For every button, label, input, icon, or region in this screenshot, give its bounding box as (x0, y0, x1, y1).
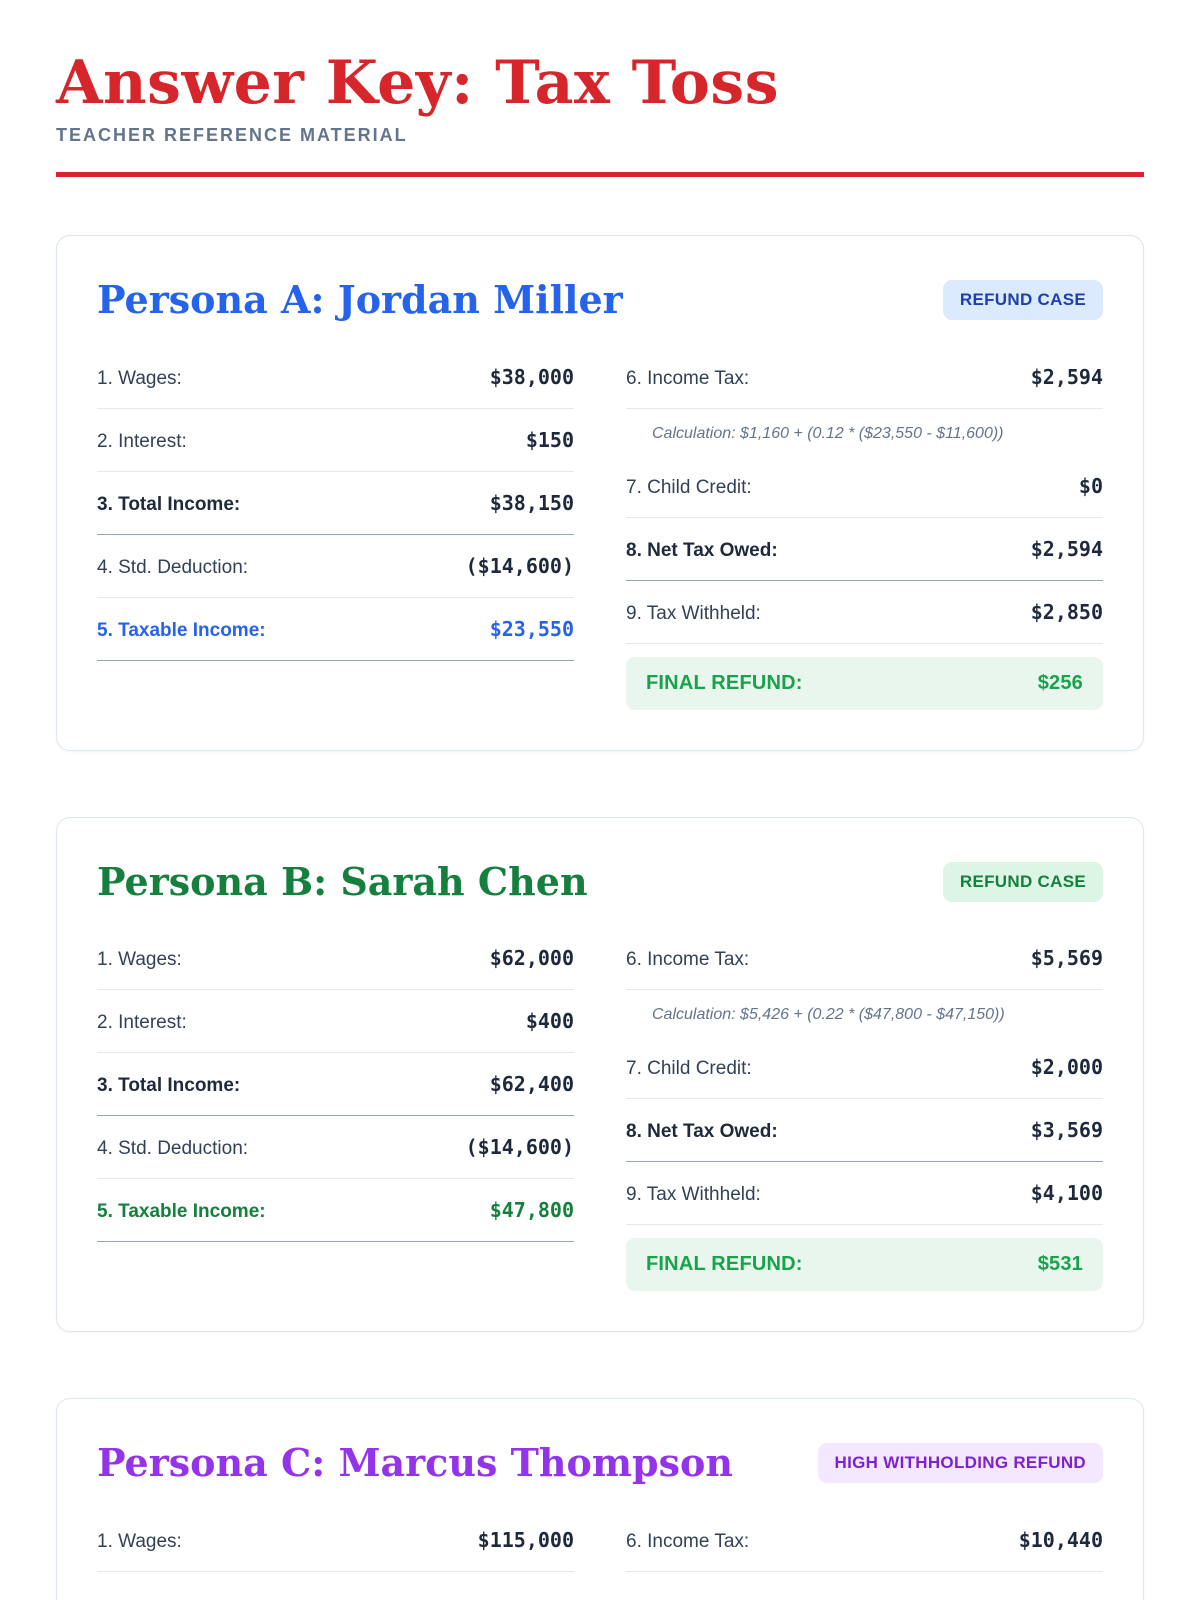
line-item-value: $38,150 (489, 490, 574, 515)
page-header: Answer Key: Tax Toss TEACHER REFERENCE M… (56, 52, 1144, 177)
line-item-label: 3. Total Income: (97, 493, 241, 515)
persona-b-title: Persona B: Sarah Chen (97, 858, 588, 904)
line-item-tax-withheld: 9. Tax Withheld: $4,100 (626, 1162, 1103, 1226)
persona-c-right-column: 6. Income Tax: $10,440 (626, 1509, 1103, 1573)
final-refund-row: FINAL REFUND: $531 (626, 1238, 1103, 1292)
line-item-value: ($14,600) (465, 553, 574, 578)
line-item-value: $0 (1078, 473, 1103, 498)
persona-c-title: Persona C: Marcus Thompson (97, 1440, 733, 1486)
line-item-income-tax: 6. Income Tax: $2,594 (626, 346, 1103, 409)
line-item-value: $2,594 (1030, 364, 1103, 389)
line-item-label: 5. Taxable Income: (97, 619, 266, 641)
line-item-wages: 1. Wages: $115,000 (97, 1509, 574, 1573)
persona-b-case-badge: REFUND CASE (942, 861, 1103, 902)
line-item-label: 2. Interest: (97, 1012, 187, 1034)
line-item-value: $2,594 (1030, 536, 1103, 561)
line-item-value: $2,850 (1030, 599, 1103, 624)
line-item-std-deduction: 4. Std. Deduction: ($14,600) (97, 535, 574, 598)
line-item-label: 5. Taxable Income: (97, 1201, 266, 1223)
line-item-label: 1. Wages: (97, 367, 182, 389)
line-item-label: 6. Income Tax: (626, 949, 750, 971)
line-item-taxable-income: 5. Taxable Income: $23,550 (97, 598, 574, 661)
line-item-value: $400 (525, 1009, 574, 1034)
line-item-value: $150 (525, 427, 574, 452)
line-item-value: $4,100 (1030, 1181, 1103, 1206)
line-item-value: $115,000 (477, 1528, 574, 1553)
line-item-label: 1. Wages: (97, 1531, 182, 1553)
line-item-child-credit: 7. Child Credit: $2,000 (626, 1036, 1103, 1100)
page-subtitle: TEACHER REFERENCE MATERIAL (56, 125, 408, 145)
line-item-wages: 1. Wages: $38,000 (97, 346, 574, 409)
line-item-std-deduction: 4. Std. Deduction: ($14,600) (97, 1116, 574, 1180)
line-item-value: $23,550 (489, 616, 574, 641)
line-item-tax-withheld: 9. Tax Withheld: $2,850 (626, 581, 1103, 644)
persona-b-left-column: 1. Wages: $62,000 2. Interest: $400 3. T… (97, 927, 574, 1243)
persona-b-card: Persona B: Sarah Chen REFUND CASE 1. Wag… (56, 816, 1144, 1333)
line-item-value: ($14,600) (465, 1135, 574, 1160)
line-item-value: $3,569 (1030, 1118, 1103, 1143)
final-refund-value: $531 (1037, 1253, 1083, 1276)
line-item-income-tax: 6. Income Tax: $5,569 (626, 927, 1103, 991)
persona-c-grid: 1. Wages: $115,000 6. Income Tax: $10,44… (97, 1509, 1103, 1573)
line-item-label: 9. Tax Withheld: (626, 1184, 761, 1206)
line-item-value: $62,000 (489, 946, 574, 971)
persona-b-card-header: Persona B: Sarah Chen REFUND CASE (97, 858, 1103, 904)
line-item-taxable-income: 5. Taxable Income: $47,800 (97, 1179, 574, 1243)
line-item-label: 4. Std. Deduction: (97, 1138, 249, 1160)
persona-a-card: Persona A: Jordan Miller REFUND CASE 1. … (56, 235, 1144, 751)
calculation-note: Calculation: $5,426 + (0.22 * ($47,800 -… (652, 1006, 1005, 1024)
line-item-net-tax-owed: 8. Net Tax Owed: $2,594 (626, 518, 1103, 581)
line-item-interest: 2. Interest: $400 (97, 990, 574, 1054)
header-divider (56, 172, 1144, 177)
line-item-label: 4. Std. Deduction: (97, 556, 249, 578)
final-refund-value: $256 (1037, 671, 1083, 694)
persona-a-title: Persona A: Jordan Miller (97, 277, 623, 322)
line-item-value: $62,400 (489, 1072, 574, 1097)
calculation-note: Calculation: $1,160 + (0.12 * ($23,550 -… (652, 424, 1004, 442)
line-item-label: 1. Wages: (97, 949, 182, 971)
persona-a-right-column: 6. Income Tax: $2,594 Calculation: $1,16… (626, 346, 1103, 710)
line-item-label: 3. Total Income: (97, 1075, 241, 1097)
line-item-total-income: 3. Total Income: $62,400 (97, 1053, 574, 1117)
persona-a-case-badge: REFUND CASE (942, 279, 1103, 320)
page-title: Answer Key: Tax Toss (56, 48, 779, 118)
line-item-interest: 2. Interest: $150 (97, 409, 574, 472)
line-item-label: 2. Interest: (97, 430, 187, 452)
persona-b-right-column: 6. Income Tax: $5,569 Calculation: $5,42… (626, 927, 1103, 1292)
final-refund-label: FINAL REFUND: (646, 671, 803, 694)
final-refund-row: FINAL REFUND: $256 (626, 656, 1103, 710)
line-item-label: 8. Net Tax Owed: (626, 1121, 778, 1143)
persona-c-card: Persona C: Marcus Thompson HIGH WITHHOLD… (56, 1398, 1144, 1600)
line-item-label: 7. Child Credit: (626, 476, 752, 498)
final-refund-label: FINAL REFUND: (646, 1253, 803, 1276)
line-item-label: 6. Income Tax: (626, 1531, 750, 1553)
line-item-value: $10,440 (1018, 1528, 1103, 1553)
line-item-value: $47,800 (489, 1198, 574, 1223)
line-item-value: $5,569 (1030, 946, 1103, 971)
line-item-total-income: 3. Total Income: $38,150 (97, 472, 574, 535)
line-item-income-tax: 6. Income Tax: $10,440 (626, 1509, 1103, 1573)
line-item-wages: 1. Wages: $62,000 (97, 927, 574, 991)
line-item-value: $2,000 (1030, 1055, 1103, 1080)
line-item-child-credit: 7. Child Credit: $0 (626, 455, 1103, 518)
persona-a-left-column: 1. Wages: $38,000 2. Interest: $150 3. T… (97, 346, 574, 661)
persona-a-grid: 1. Wages: $38,000 2. Interest: $150 3. T… (97, 346, 1103, 710)
persona-c-card-header: Persona C: Marcus Thompson HIGH WITHHOLD… (97, 1441, 1103, 1485)
line-item-label: 7. Child Credit: (626, 1058, 752, 1080)
persona-c-case-badge: HIGH WITHHOLDING REFUND (817, 1443, 1103, 1484)
persona-b-grid: 1. Wages: $62,000 2. Interest: $400 3. T… (97, 927, 1103, 1292)
line-item-label: 6. Income Tax: (626, 367, 750, 389)
persona-a-card-header: Persona A: Jordan Miller REFUND CASE (97, 278, 1103, 322)
line-item-label: 8. Net Tax Owed: (626, 539, 778, 561)
line-item-label: 9. Tax Withheld: (626, 602, 761, 624)
line-item-value: $38,000 (489, 364, 574, 389)
line-item-net-tax-owed: 8. Net Tax Owed: $3,569 (626, 1099, 1103, 1163)
persona-c-left-column: 1. Wages: $115,000 (97, 1509, 574, 1573)
